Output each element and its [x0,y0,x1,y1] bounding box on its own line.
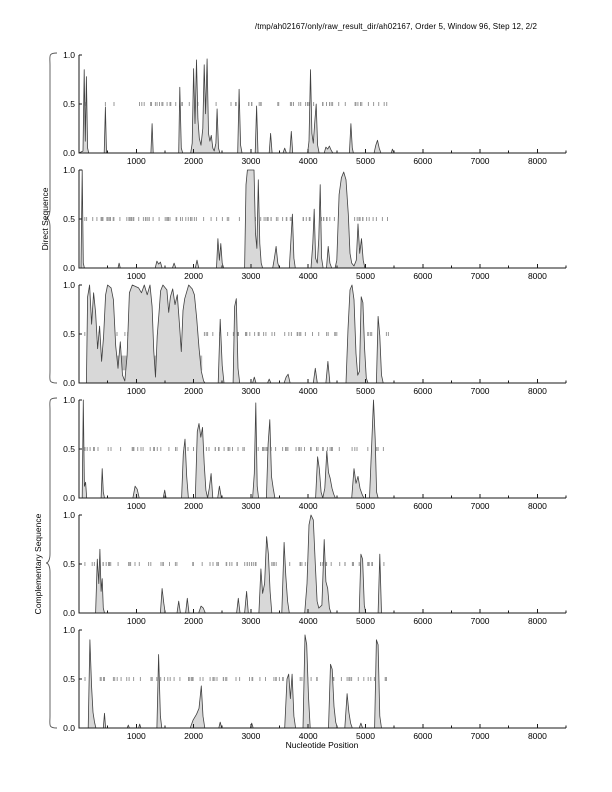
group-brace-complementary [45,397,58,729]
y-tick-label: 1.0 [63,280,75,290]
y-tick-label: 1.0 [63,395,75,405]
group-label-direct-sequence: Direct Sequence [40,187,50,251]
subplot-direct_3: 1.0 0.5 0.0 1000 2000 3000 4000 5000 6000 7000 800… [63,280,567,396]
x-tick-label: 6000 [413,271,432,281]
y-tick-label: 1.0 [63,510,75,520]
subplot-direct_2: 1.0 0.5 0.0 1000 2000 3000 4000 5000 6000 7000 800… [63,165,567,281]
y-tick-label: 0.5 [63,329,75,339]
axes-frame [78,170,566,269]
x-tick-label: 1000 [127,386,146,396]
x-tick-label: 2000 [184,156,203,166]
subplot-direct_1: 1.0 0.5 0.0 1000 2000 3000 4000 5000 6000 7000 800… [63,50,567,166]
y-tick-label: 0.5 [63,674,75,684]
x-tick-label: 8000 [528,156,547,166]
x-tick-label: 2000 [184,731,203,741]
y-tick-label: 0.0 [63,148,75,158]
y-tick-label: 1.0 [63,50,75,60]
group-brace-direct [45,52,58,384]
x-tick-label: 4000 [299,386,318,396]
x-tick-label: 4000 [299,616,318,626]
x-tick-label: 5000 [356,156,375,166]
x-tick-label: 1000 [127,501,146,511]
x-tick-label: 8000 [528,731,547,741]
x-tick-label: 3000 [241,386,260,396]
x-tick-label: 1000 [127,616,146,626]
y-tick-label: 1.0 [63,625,75,635]
series-line-direct_2 [79,169,566,269]
x-tick-label: 6000 [413,501,432,511]
x-tick-label: 7000 [471,501,490,511]
x-tick-label: 3000 [241,156,260,166]
y-tick-label: 0.0 [63,378,75,388]
x-tick-label: 2000 [184,386,203,396]
y-tick-label: 0.0 [63,493,75,503]
x-tick-label: 8000 [528,386,547,396]
series-line-direct_3 [79,284,566,384]
y-tick-label: 0.5 [63,444,75,454]
subplot-complementary_3: 1.0 0.5 0.0 1000 2000 3000 4000 5000 6000 7000 800… [63,625,567,741]
y-tick-label: 0.0 [63,723,75,733]
x-tick-label: 3000 [241,616,260,626]
x-tick-label: 6000 [413,616,432,626]
x-tick-label: 2000 [184,501,203,511]
figure-title: /tmp/ah02167/only/raw_result_dir/ah02167… [254,22,538,31]
x-tick-label: 6000 [413,386,432,396]
x-tick-label: 1000 [127,731,146,741]
x-tick-label: 7000 [471,271,490,281]
subplot-complementary_1: 1.0 0.5 0.0 1000 2000 3000 4000 5000 6000 7000 800… [63,395,567,511]
x-tick-label: 4000 [299,501,318,511]
x-tick-label: 7000 [471,616,490,626]
y-tick-label: 0.0 [63,608,75,618]
x-tick-label: 5000 [356,616,375,626]
y-tick-label: 0.0 [63,263,75,273]
x-tick-label: 7000 [471,386,490,396]
x-tick-label: 2000 [184,271,203,281]
x-tick-label: 2000 [184,616,203,626]
group-label-complementary-sequence: Complementary Sequence [33,513,43,615]
y-tick-label: 1.0 [63,165,75,175]
series-line-direct_1 [78,58,566,154]
x-tick-label: 5000 [356,271,375,281]
x-tick-label: 5000 [356,386,375,396]
subplot-complementary_2: 1.0 0.5 0.0 1000 2000 3000 4000 5000 6000 7000 800… [63,510,567,626]
x-tick-label: 5000 [356,501,375,511]
y-tick-label: 0.5 [63,99,75,109]
x-tick-label: 8000 [528,616,547,626]
x-tick-label: 5000 [356,731,375,741]
x-tick-label: 6000 [413,731,432,741]
x-tick-label: 3000 [241,731,260,741]
x-tick-label: 8000 [528,501,547,511]
series-line-complementary_2 [79,514,566,614]
y-tick-label: 0.5 [63,559,75,569]
y-tick-label: 0.5 [63,214,75,224]
x-tick-label: 7000 [471,731,490,741]
x-tick-label: 6000 [413,156,432,166]
x-tick-label: 4000 [299,731,318,741]
x-tick-label: 4000 [299,156,318,166]
x-tick-label: 1000 [127,156,146,166]
x-tick-label: 4000 [299,271,318,281]
series-line-complementary_3 [79,634,566,729]
x-tick-label: 7000 [471,156,490,166]
x-tick-label: 8000 [528,271,547,281]
x-axis-title: Nucleotide Position [285,740,359,750]
x-tick-label: 3000 [241,501,260,511]
x-tick-label: 1000 [127,271,146,281]
x-tick-label: 3000 [241,271,260,281]
